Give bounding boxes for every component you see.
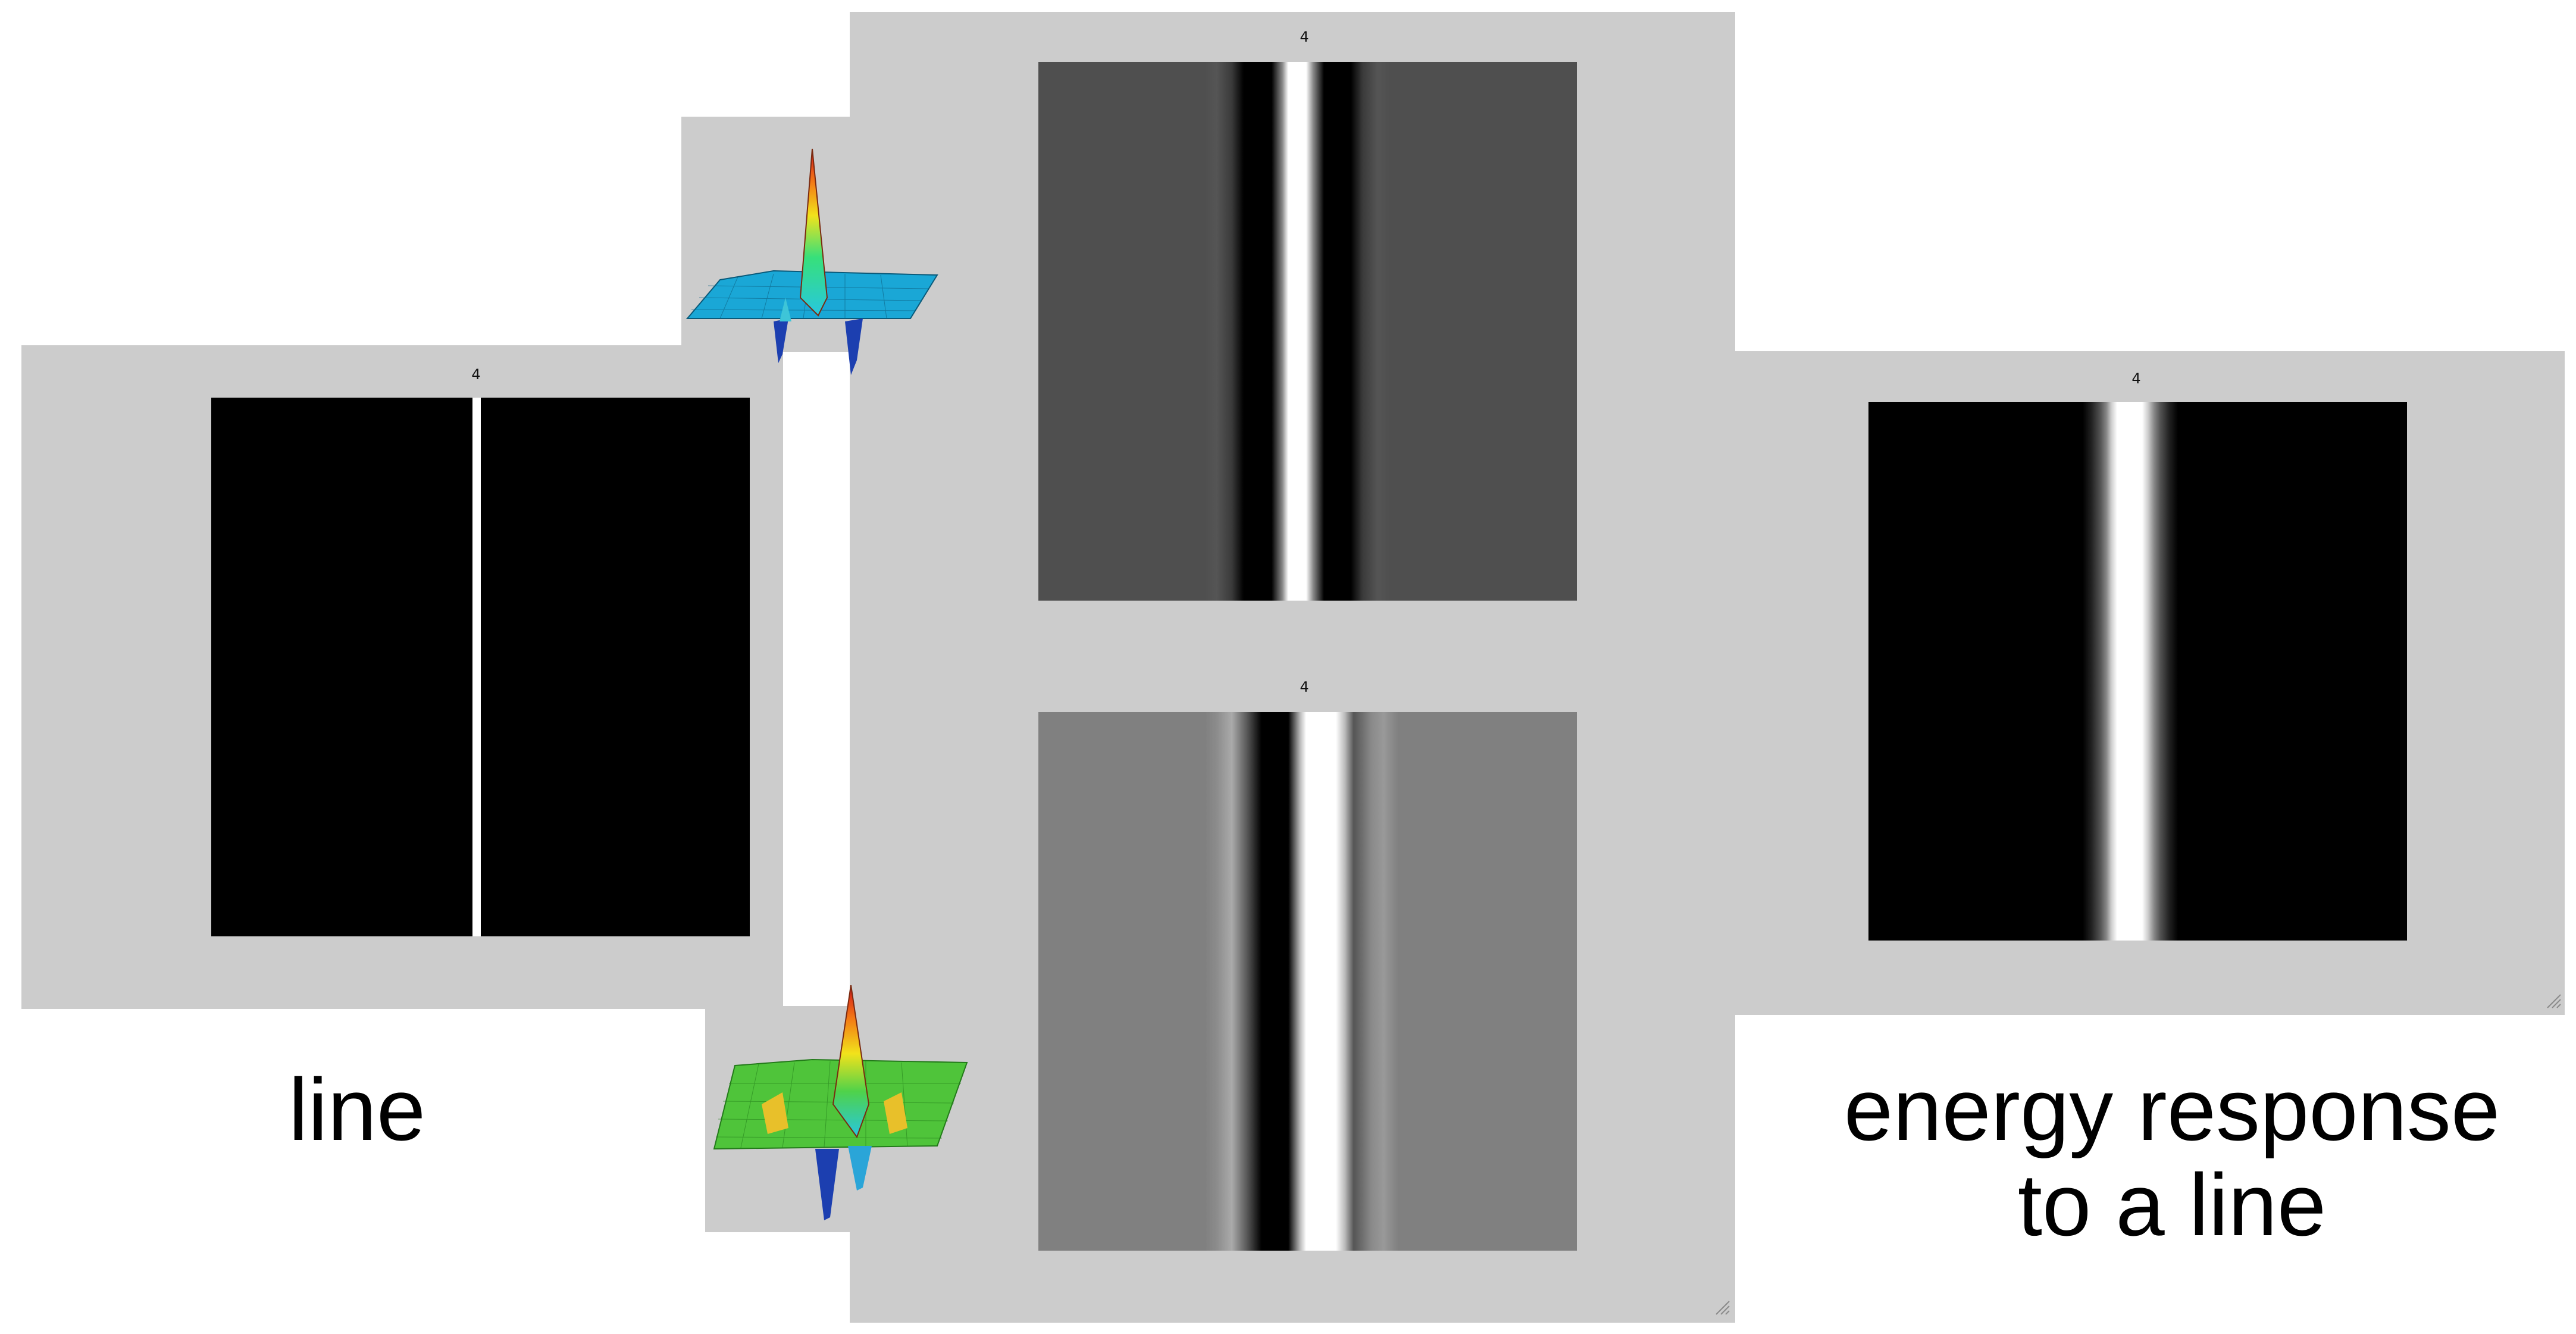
energy-figure-title: 4 [2131, 370, 2141, 387]
resize-grip-icon[interactable] [1713, 1298, 1730, 1316]
line-caption: line [288, 1061, 426, 1159]
even-filter-response-image [1038, 712, 1577, 1251]
odd-filter-figure-title: 4 [1300, 29, 1309, 45]
energy-response-image [1868, 402, 2407, 941]
energy-caption-line-1: energy response [1843, 1061, 2500, 1159]
resize-grip-icon[interactable] [2544, 991, 2562, 1009]
even-phase-gabor-surface-icon [713, 985, 968, 1220]
line-image [211, 398, 750, 936]
energy-caption-line-2: to a line [2017, 1156, 2327, 1254]
odd-filter-response-image [1038, 62, 1577, 601]
line-figure-title: 4 [471, 366, 481, 383]
odd-phase-gabor-surface-icon [686, 148, 938, 375]
even-filter-figure-title: 4 [1300, 679, 1309, 695]
